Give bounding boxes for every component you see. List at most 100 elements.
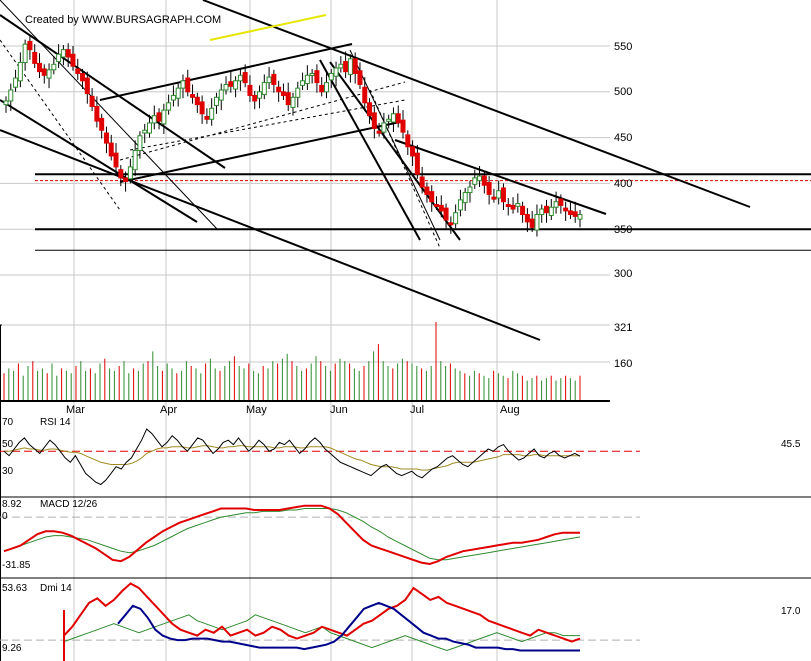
candle-body [457, 199, 463, 211]
candle-body [376, 130, 382, 134]
candle-body [213, 96, 219, 107]
candle-body [453, 212, 459, 225]
candle-body [137, 135, 143, 151]
candle-body [390, 113, 396, 123]
candle-body [27, 40, 33, 51]
channel-dashed-line [0, 39, 121, 211]
price-tick: 350 [614, 224, 632, 236]
rsi-last-value: 45.5 [781, 439, 801, 450]
candle-body [94, 105, 100, 122]
candle-body [185, 77, 191, 93]
trend-line [329, 61, 461, 241]
candle-body [486, 181, 492, 195]
candle-body [170, 94, 176, 101]
candle-body [276, 86, 282, 93]
candle-body [123, 177, 129, 183]
candle-body [261, 82, 267, 96]
candle-body [467, 186, 473, 194]
price-candles [3, 35, 583, 237]
candle-body [333, 67, 339, 77]
candle-body [142, 129, 148, 134]
trend-line [202, 0, 751, 208]
candle-body [500, 187, 506, 203]
candle-body [70, 53, 76, 67]
candle-body [477, 175, 483, 182]
candle-body [362, 86, 368, 104]
candle-body [462, 192, 468, 204]
candle-body [515, 203, 521, 207]
candle-body [534, 214, 540, 231]
candle-body [563, 207, 569, 212]
candle-body [410, 146, 416, 157]
macd-tick: 0 [2, 511, 8, 522]
month-label: Mar [66, 404, 85, 416]
indicator-lines [0, 428, 640, 661]
candle-body [300, 80, 306, 86]
candle-body [371, 112, 377, 129]
dmi-last-value: 17.0 [781, 606, 801, 617]
candle-body [103, 132, 109, 144]
month-label: Jul [410, 404, 424, 416]
candle-body [175, 87, 181, 99]
candle-body [443, 207, 449, 221]
candle-body [381, 122, 387, 133]
channel-dashed-line [129, 99, 406, 151]
price-tick: 300 [614, 268, 632, 280]
candle-body [65, 49, 71, 58]
candle-body [496, 190, 502, 199]
trend-line [0, 14, 226, 169]
candle-body [357, 70, 363, 85]
candle-body [429, 191, 435, 203]
volume-tick: 160 [614, 358, 632, 370]
candle-body [242, 72, 248, 84]
candle-body [247, 84, 253, 96]
candle-body [113, 152, 119, 168]
month-label: May [246, 404, 267, 416]
candle-body [36, 62, 42, 73]
candle-body [161, 109, 167, 125]
macd-line [3, 504, 580, 566]
dmi-tick: 9.26 [2, 643, 22, 654]
candle-body [434, 203, 439, 207]
dmi-minus-line [63, 582, 581, 643]
rsi-tick: 50 [2, 439, 14, 450]
candle-body [347, 58, 353, 75]
highlight-line [209, 14, 327, 41]
candle-body [338, 63, 344, 69]
candle-body [572, 211, 578, 217]
candle-body [548, 206, 554, 216]
candle-body [84, 77, 90, 95]
candle-body [151, 115, 157, 124]
candle-body [80, 72, 86, 82]
candle-body [295, 87, 301, 98]
candle-body [252, 94, 258, 102]
candle-body [448, 222, 454, 226]
rsi-tick: 70 [2, 417, 14, 428]
trend-line [394, 139, 607, 215]
trend-line [0, 99, 198, 223]
candle-body [257, 91, 263, 99]
dmi-tick: 53.63 [2, 583, 27, 594]
rsi-line [3, 428, 581, 486]
price-tick: 500 [614, 86, 632, 98]
candle-body [414, 152, 420, 175]
candle-body [405, 134, 411, 148]
candle-body [524, 214, 530, 223]
candle-body [577, 214, 583, 220]
candle-body [304, 74, 310, 85]
candle-body [233, 80, 239, 90]
month-label: Aug [500, 404, 520, 416]
candle-body [180, 80, 186, 89]
candle-body [223, 83, 229, 91]
candle-body [108, 142, 114, 157]
candle-body [328, 72, 334, 81]
candle-body [17, 61, 23, 82]
candle-body [544, 205, 550, 214]
candle-body [309, 72, 315, 76]
month-label: Apr [160, 404, 177, 416]
candle-body [352, 58, 358, 74]
candle-body [8, 89, 14, 102]
candle-body [323, 82, 329, 93]
volume-bars [3, 322, 581, 400]
